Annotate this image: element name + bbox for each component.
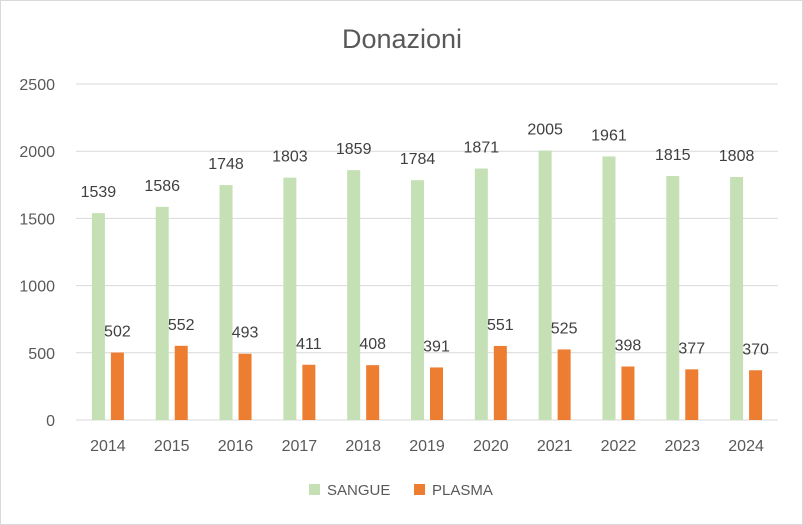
x-tick-label: 2018	[345, 438, 381, 455]
bar-plasma-2014	[110, 352, 124, 420]
x-tick-label: 2014	[90, 438, 126, 455]
data-label-sangue-2014: 1539	[81, 184, 117, 201]
bar-sangue-2021	[538, 150, 552, 420]
data-label-sangue-2017: 1803	[272, 149, 308, 166]
data-label-plasma-2020: 551	[487, 317, 514, 334]
data-label-plasma-2024: 370	[742, 341, 769, 358]
bar-plasma-2022	[621, 366, 635, 420]
data-label-sangue-2020: 1871	[464, 140, 500, 157]
data-label-plasma-2014: 502	[104, 324, 131, 341]
data-label-plasma-2018: 408	[359, 336, 386, 353]
y-tick-label: 1500	[19, 211, 55, 228]
legend-label-plasma: PLASMA	[432, 482, 493, 499]
y-tick-label: 2500	[19, 77, 55, 94]
y-tick-label: 2000	[19, 144, 55, 161]
data-label-sangue-2016: 1748	[208, 156, 244, 173]
data-label-sangue-2015: 1586	[144, 178, 180, 195]
bar-sangue-2019	[411, 180, 424, 420]
data-label-sangue-2018: 1859	[336, 141, 372, 158]
x-tick-label: 2019	[409, 438, 445, 455]
bar-sangue-2023	[666, 176, 680, 420]
data-label-sangue-2022: 1961	[591, 127, 627, 144]
bar-sangue-2015	[155, 206, 169, 420]
data-label-sangue-2024: 1808	[719, 148, 755, 165]
gridlines	[76, 83, 778, 421]
data-label-plasma-2022: 398	[615, 338, 642, 355]
x-tick-label: 2016	[218, 438, 254, 455]
x-tick-label: 2015	[154, 438, 190, 455]
x-tick-label: 2021	[537, 438, 573, 455]
legend: SANGUE PLASMA	[309, 482, 493, 499]
chart-title: Donazioni	[342, 24, 462, 54]
x-tick-label: 2022	[601, 438, 637, 455]
bar-plasma-2020	[493, 345, 507, 420]
bar-plasma-2024	[749, 370, 763, 420]
y-tick-label: 1000	[19, 279, 55, 296]
bar-plasma-2019	[430, 367, 443, 420]
data-label-plasma-2023: 377	[678, 340, 705, 357]
data-label-plasma-2019: 391	[423, 338, 450, 355]
legend-swatch-sangue	[309, 484, 320, 495]
y-tick-label: 500	[28, 346, 55, 363]
bar-sangue-2020	[474, 168, 488, 420]
x-axis-tick-labels: 2014 2015 2016 2017 2018 2019 2020 2021 2022 2023…	[90, 438, 764, 455]
bar-plasma-2018	[366, 365, 380, 420]
data-label-plasma-2017: 411	[296, 336, 322, 353]
data-label-sangue-2021: 2005	[527, 122, 563, 139]
data-label-plasma-2021: 525	[551, 320, 578, 337]
x-tick-label: 2020	[473, 438, 509, 455]
y-axis-tick-labels: 0 500 1000 1500 2000 2500	[19, 77, 55, 430]
bar-sangue-2017	[283, 177, 297, 420]
bar-sangue-2022	[602, 156, 616, 421]
bar-sangue-2016	[219, 185, 233, 420]
bars	[91, 150, 763, 421]
y-tick-label: 0	[46, 413, 55, 430]
data-labels: 1539 502 1586 552 1748 493 1803 411 1859 408 1784 3…	[81, 122, 769, 359]
bar-sangue-2018	[347, 170, 361, 420]
bar-plasma-2023	[685, 369, 699, 420]
x-tick-label: 2024	[728, 438, 764, 455]
x-tick-label: 2017	[282, 438, 318, 455]
bar-plasma-2017	[302, 364, 316, 420]
data-label-sangue-2019: 1784	[400, 151, 436, 168]
bar-sangue-2014	[91, 213, 105, 420]
legend-label-sangue: SANGUE	[327, 482, 390, 499]
bar-plasma-2015	[174, 345, 188, 420]
data-label-plasma-2015: 552	[168, 317, 195, 334]
legend-swatch-plasma	[414, 484, 425, 495]
data-label-plasma-2016: 493	[232, 325, 259, 342]
x-tick-label: 2023	[664, 438, 700, 455]
data-label-sangue-2023: 1815	[655, 147, 691, 164]
bar-plasma-2021	[557, 349, 571, 420]
bar-sangue-2024	[730, 177, 744, 420]
bar-plasma-2016	[238, 353, 252, 420]
